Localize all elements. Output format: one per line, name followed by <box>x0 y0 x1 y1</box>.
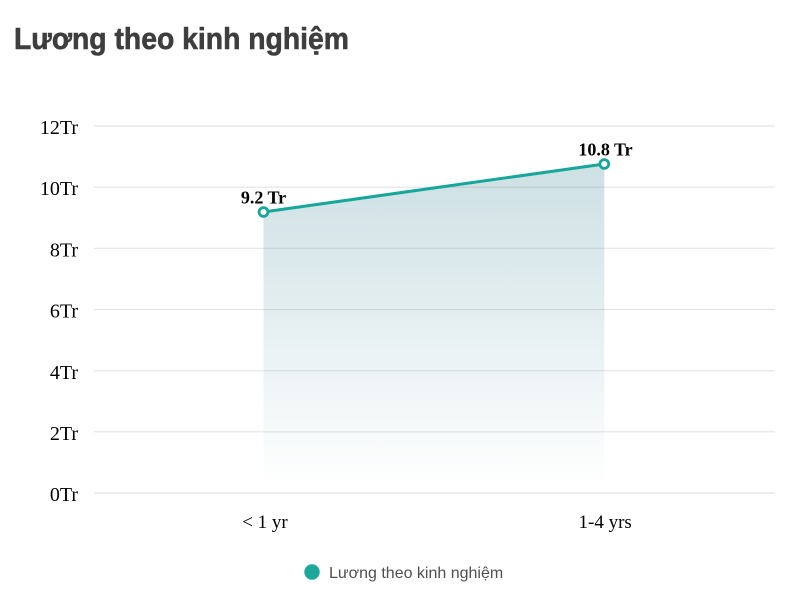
svg-text:9.2 Tr: 9.2 Tr <box>241 188 286 208</box>
svg-text:0Tr: 0Tr <box>50 484 79 506</box>
svg-text:12Tr: 12Tr <box>40 117 79 139</box>
svg-text:4Tr: 4Tr <box>50 362 79 384</box>
svg-text:< 1 yr: < 1 yr <box>242 512 288 533</box>
svg-text:2Tr: 2Tr <box>50 423 79 445</box>
svg-text:6Tr: 6Tr <box>50 301 79 323</box>
svg-text:10Tr: 10Tr <box>40 178 79 200</box>
svg-text:1-4 yrs: 1-4 yrs <box>579 512 632 533</box>
svg-text:10.8 Tr: 10.8 Tr <box>578 140 632 160</box>
svg-text:8Tr: 8Tr <box>50 239 79 261</box>
svg-text:Lương theo kinh nghiệm: Lương theo kinh nghiệm <box>329 565 503 582</box>
